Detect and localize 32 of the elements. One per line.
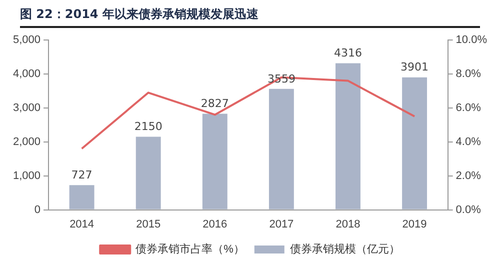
bar	[202, 114, 228, 210]
legend-label: 债券承销市占率（%）	[136, 242, 244, 256]
data-label: 2150	[134, 120, 162, 134]
y2-tick-label: 2.0%	[456, 170, 482, 182]
data-label: 4316	[334, 46, 362, 60]
y2-tick-label: 8.0%	[456, 68, 482, 80]
x-tick-label: 2018	[336, 218, 360, 230]
y-tick-label: 5,000	[12, 34, 41, 46]
bar	[402, 77, 428, 210]
y-tick-label: 2,000	[12, 136, 41, 148]
x-tick-label: 2017	[269, 218, 294, 230]
y-tick-label: 3,000	[12, 102, 41, 114]
data-label: 727	[71, 168, 92, 182]
bar	[268, 88, 294, 210]
y2-tick-label: 0.0%	[456, 204, 482, 216]
bar	[336, 63, 360, 210]
y-tick-label: 1,000	[12, 170, 41, 182]
data-label: 2827	[200, 97, 229, 110]
y-tick-label: 0	[34, 204, 41, 216]
data-label: 3901	[400, 60, 429, 74]
y2-tick-label: 4.0%	[456, 136, 482, 148]
y-tick-label: 4,000	[12, 68, 41, 80]
x-tick-label: 2019	[402, 218, 427, 230]
y2-tick-label: 10.0%	[456, 34, 488, 46]
x-tick-label: 2015	[136, 218, 161, 230]
x-tick-label: 2016	[202, 218, 228, 230]
bar	[69, 185, 94, 210]
chart-title: 图 22：2014 年以来债券承销规模发展迅速	[20, 6, 480, 28]
legend-label: 债券承销规模（亿元）	[290, 242, 400, 256]
x-tick-label: 2014	[70, 218, 94, 230]
bar	[136, 136, 161, 210]
y2-tick-label: 6.0%	[456, 102, 482, 114]
